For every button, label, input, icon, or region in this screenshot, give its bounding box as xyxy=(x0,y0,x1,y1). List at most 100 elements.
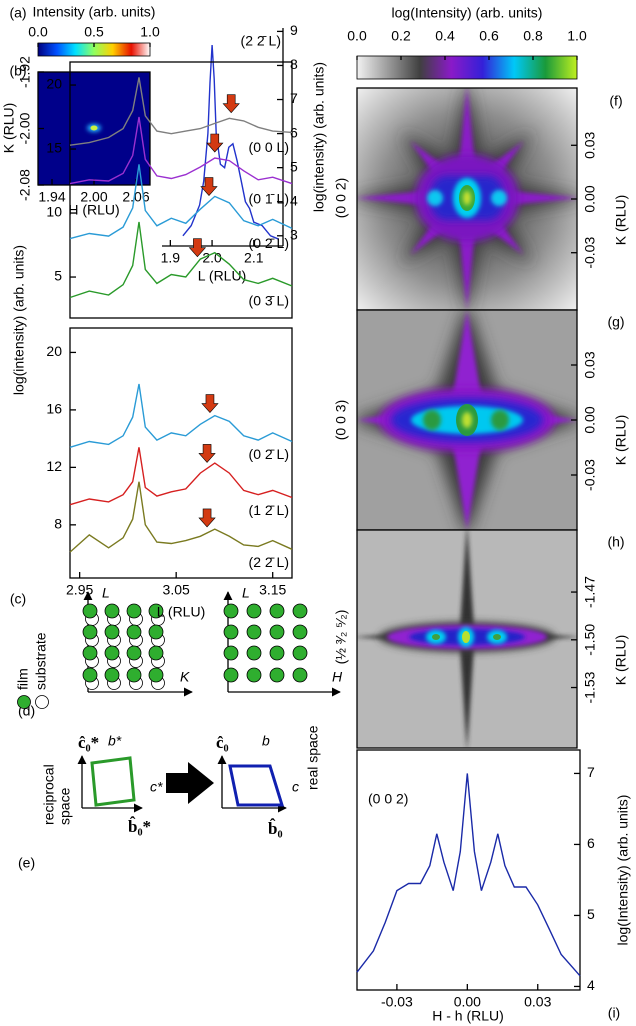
film-site xyxy=(293,646,307,660)
transform-arrow xyxy=(166,762,214,804)
panel-label: (f) xyxy=(609,93,622,109)
colorbar-tick-label: 0.8 xyxy=(523,28,543,44)
axis-label: K xyxy=(180,669,190,685)
y-tick-label: -1.50 xyxy=(582,624,598,656)
panel-label: (g) xyxy=(607,314,624,330)
colorbar xyxy=(357,56,577,79)
series-line xyxy=(70,384,292,447)
vector-label: ĉ₀ xyxy=(216,733,229,752)
y-tick-label: -1.47 xyxy=(582,576,598,608)
x-tick-label: 3.05 xyxy=(163,582,190,598)
film-site xyxy=(105,668,119,682)
y-tick-label: -0.03 xyxy=(582,459,598,491)
legend-substrate xyxy=(36,696,49,709)
x-axis-label: L (RLU) xyxy=(157,604,206,620)
intensity-feature xyxy=(432,634,440,640)
x-tick-label: 1.9 xyxy=(161,250,181,266)
y-tick-label: -2.00 xyxy=(17,112,33,144)
y-tick-label: -0.03 xyxy=(582,237,598,269)
y-tick-label: 5 xyxy=(54,268,62,284)
series-label: (0 3̄ L) xyxy=(249,293,289,309)
y-tick-label: 16 xyxy=(46,401,62,417)
film-site xyxy=(224,646,238,660)
intensity-feature xyxy=(462,631,470,643)
intensity-feature xyxy=(91,126,98,131)
legend-film xyxy=(18,696,31,709)
y-axis-label: K (RLU) xyxy=(613,635,629,686)
y-tick-label: -1.53 xyxy=(582,671,598,703)
film-site xyxy=(247,646,261,660)
x-tick-label: 1.94 xyxy=(38,189,65,205)
film-site xyxy=(293,604,307,618)
x-tick-label: -0.03 xyxy=(381,994,413,1010)
film-site xyxy=(270,625,284,639)
series-label: (1 2̄ L) xyxy=(249,502,289,518)
intensity-feature xyxy=(463,191,471,205)
vector-label: b̂₀ xyxy=(268,819,283,838)
y-tick-label: 20 xyxy=(46,76,62,92)
y-tick-label: 3 xyxy=(290,226,298,242)
vector-label: ĉ₀* xyxy=(78,733,99,752)
film-site xyxy=(224,668,238,682)
legend-text: film xyxy=(15,668,31,690)
intensity-map xyxy=(345,76,589,320)
peak-arrow xyxy=(202,395,218,413)
peak-arrow xyxy=(199,509,215,527)
film-site xyxy=(247,668,261,682)
x-tick-label: 3.15 xyxy=(259,582,286,598)
colorbar-tick-label: 1.0 xyxy=(140,24,160,40)
film-site xyxy=(293,625,307,639)
film-site xyxy=(224,604,238,618)
film-site xyxy=(83,604,97,618)
colorbar-tick-label: 0.6 xyxy=(479,28,499,44)
x-axis-label: L (RLU) xyxy=(198,268,247,284)
y-tick-label: 4 xyxy=(290,192,298,208)
film-site xyxy=(293,668,307,682)
y-tick-label: 0.03 xyxy=(582,131,598,158)
map-label: (0 0 3) xyxy=(333,400,349,440)
reciprocal-cell xyxy=(92,758,134,805)
figure: (d) L K L H film substrate (e) reciproca… xyxy=(0,0,636,1026)
map-label: (½ ³⁄₂ ⁵⁄₂) xyxy=(333,610,349,665)
colorbar-tick-label: 0.0 xyxy=(347,28,367,44)
colorbar-title: Intensity (arb. units) xyxy=(33,4,156,20)
series-label: (0 1̄ L) xyxy=(249,190,289,206)
y-axis-label: log(intensity) (arb. units) xyxy=(11,245,27,395)
intensity-feature xyxy=(491,190,507,206)
y-tick-label: 5 xyxy=(290,158,298,174)
film-site xyxy=(247,625,261,639)
x-tick-label: 2.06 xyxy=(122,189,149,205)
film-site xyxy=(149,646,163,660)
y-axis-label: log(intensity) (arb. units) xyxy=(311,62,327,212)
y-tick-label: 20 xyxy=(46,343,62,359)
y-tick-label: 9 xyxy=(290,22,298,38)
y-tick-label: 6 xyxy=(587,835,595,851)
axis-label: H xyxy=(332,669,343,685)
panel-label: (b) xyxy=(9,63,26,79)
panel-label: (e) xyxy=(18,855,35,871)
film-site xyxy=(83,625,97,639)
film-site xyxy=(127,604,141,618)
film-site xyxy=(270,604,284,618)
y-tick-label: 0.00 xyxy=(582,406,598,433)
film-site xyxy=(127,646,141,660)
y-tick-label: 7 xyxy=(587,764,595,780)
y-tick-label: 8 xyxy=(290,56,298,72)
intensity-feature xyxy=(493,634,501,640)
x-tick-label: 2.0 xyxy=(202,250,222,266)
y-tick-label: 0.00 xyxy=(582,185,598,212)
colorbar-tick-label: 0.4 xyxy=(435,28,455,44)
film-site xyxy=(127,625,141,639)
intensity-feature xyxy=(423,410,441,430)
y-tick-label: 8 xyxy=(54,516,62,532)
vector-label: b̂₀* xyxy=(128,817,151,836)
film-site xyxy=(224,625,238,639)
y-tick-label: 7 xyxy=(290,90,298,106)
series-label: (0 2̄ L) xyxy=(249,446,289,462)
y-axis-label: K (RLU) xyxy=(613,415,629,466)
space-label: reciprocal xyxy=(41,764,57,825)
film-site xyxy=(83,668,97,682)
film-site xyxy=(127,668,141,682)
y-axis-label: log(Intensity) (arb. units) xyxy=(615,795,631,946)
intensity-feature xyxy=(491,410,509,430)
